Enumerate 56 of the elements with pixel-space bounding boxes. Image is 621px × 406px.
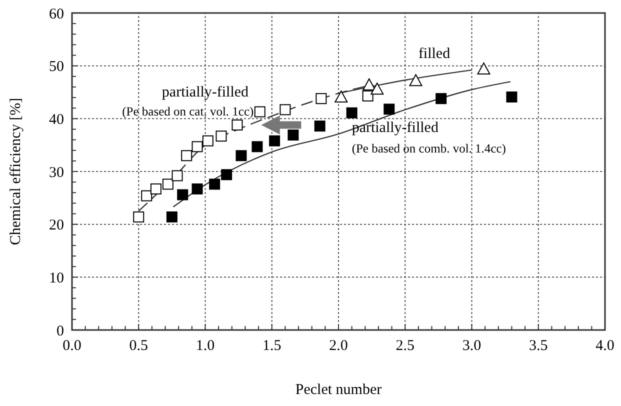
point	[334, 90, 348, 103]
point	[181, 150, 192, 162]
point	[314, 120, 326, 132]
point	[316, 93, 327, 104]
point	[409, 74, 422, 86]
point	[280, 104, 291, 116]
x-axis-title: Peclet number	[295, 382, 382, 398]
point	[254, 106, 266, 118]
point	[192, 141, 203, 152]
point	[232, 120, 243, 131]
point	[172, 170, 183, 182]
point	[133, 211, 144, 222]
point	[177, 189, 188, 200]
y-tick-label: 0	[56, 323, 64, 340]
point	[269, 135, 280, 146]
point	[384, 104, 395, 115]
y-axis-title: Chemical efficiency [%]	[8, 98, 24, 246]
point	[216, 130, 227, 142]
x-tick-label: 0.0	[62, 338, 82, 354]
point	[221, 169, 232, 180]
annotation: partially-filled	[162, 84, 250, 100]
y-tick-label: 50	[49, 59, 64, 76]
y-tick-label: 10	[49, 270, 64, 286]
point	[346, 107, 358, 118]
point	[202, 135, 214, 146]
x-tick-label: 4.0	[596, 338, 614, 354]
point	[236, 150, 247, 162]
y-tick-label: 40	[49, 112, 64, 128]
point	[362, 78, 376, 90]
x-tick-label: 1.0	[196, 338, 215, 354]
x-tick-label: 2.5	[396, 338, 414, 354]
point	[162, 178, 174, 190]
annotation: (Pe based on comb. vol. 1.4cc)	[352, 141, 506, 156]
annotation: filled	[418, 46, 451, 62]
x-tick-label: 3.5	[529, 338, 548, 354]
point	[141, 190, 152, 202]
point	[506, 92, 518, 103]
x-tick-label: 1.5	[262, 338, 282, 354]
annotation: (Pe based on cat. vol. 1cc)	[122, 104, 254, 118]
point	[209, 178, 220, 190]
point	[288, 130, 299, 141]
y-tick-label: 30	[49, 164, 64, 181]
y-tick-label: 60	[49, 6, 64, 22]
point	[150, 183, 162, 194]
point	[252, 141, 263, 152]
point	[192, 183, 203, 194]
point	[436, 93, 447, 104]
point	[362, 90, 374, 102]
x-tick-label: 2.0	[329, 338, 348, 354]
point	[477, 62, 490, 75]
point	[370, 82, 384, 95]
y-tick-label: 20	[49, 218, 64, 234]
point	[166, 211, 178, 222]
x-tick-label: 3.0	[462, 338, 482, 354]
annotation: partially-filled	[352, 120, 439, 136]
x-tick-label: 0.5	[129, 338, 148, 354]
